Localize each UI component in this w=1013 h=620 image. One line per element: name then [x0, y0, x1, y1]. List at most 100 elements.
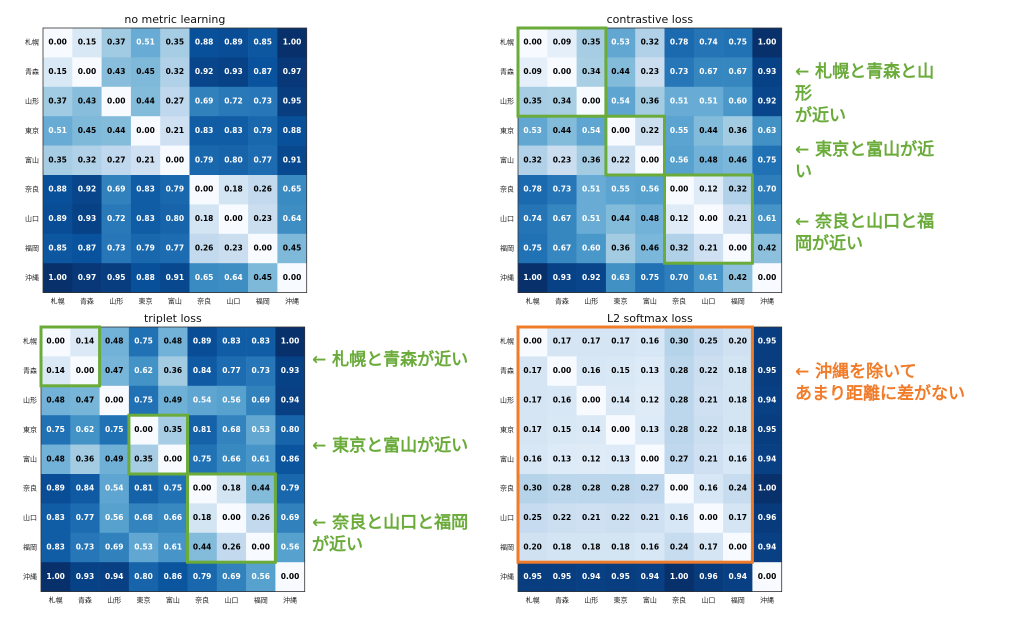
heatmap-cell — [130, 204, 161, 235]
heatmap-cell — [218, 116, 249, 146]
heatmap-cell — [635, 57, 665, 88]
heatmap-cell — [189, 175, 220, 205]
cell-label: 0.94 — [641, 572, 660, 581]
cell-label: 0.53 — [134, 543, 153, 552]
heatmap-cell — [547, 116, 577, 146]
heatmap-cell — [635, 204, 665, 235]
cell-label: 0.72 — [107, 214, 126, 223]
cell-label: 0.21 — [728, 214, 747, 223]
y-tick-label: 沖縄 — [23, 572, 37, 581]
heatmap-cell — [635, 233, 665, 264]
heatmap-cell — [693, 415, 724, 445]
cell-label: 0.44 — [611, 67, 630, 76]
heatmap-cell — [128, 503, 159, 534]
x-tick-label: 札幌 — [526, 596, 540, 605]
heatmap-cell — [72, 204, 102, 235]
x-tick-label: 山形 — [584, 596, 598, 605]
annotation: ← 東京と富山が近い — [312, 435, 468, 456]
heatmap-cell — [216, 503, 247, 534]
cell-label: 0.00 — [222, 513, 241, 522]
cell-label: 0.65 — [283, 185, 302, 194]
cell-label: 0.45 — [283, 244, 302, 253]
heatmap-cell — [547, 86, 577, 117]
heatmap-cell — [693, 503, 724, 534]
heatmap-cell — [605, 356, 636, 387]
x-tick-label: 青森 — [555, 297, 569, 306]
heatmap-cell — [664, 233, 695, 264]
heatmap-cell — [216, 532, 247, 563]
cell-label: 0.83 — [46, 513, 65, 522]
heatmap-cell — [693, 532, 724, 563]
cell-label: 0.93 — [78, 214, 97, 223]
heatmap-cell — [723, 233, 753, 264]
heatmap-cell — [130, 28, 161, 58]
cell-label: 0.54 — [611, 97, 630, 106]
x-tick-label: 富山 — [168, 297, 182, 306]
cell-label: 1.00 — [523, 273, 542, 282]
cell-label: 0.18 — [728, 425, 747, 434]
annotation: 形 — [795, 83, 812, 104]
cell-label: 0.55 — [611, 185, 630, 194]
cell-label: 0.45 — [136, 67, 155, 76]
cell-label: 0.12 — [641, 396, 660, 405]
heatmap-cell — [605, 263, 636, 293]
chart-title: no metric learning — [124, 13, 225, 26]
heatmap-cell — [43, 233, 73, 264]
heatmap-cell — [158, 444, 188, 475]
x-tick-label: 札幌 — [51, 297, 65, 306]
cell-label: 0.84 — [76, 484, 95, 493]
cell-label: 0.42 — [728, 273, 747, 282]
heatmap-cell — [158, 562, 188, 592]
heatmap-cell — [248, 175, 278, 205]
x-tick-label: 富山 — [166, 596, 180, 605]
cell-label: 0.36 — [76, 454, 95, 463]
cell-label: 0.32 — [166, 67, 185, 76]
heatmap-cell — [576, 145, 607, 176]
heatmap-cell — [635, 415, 665, 445]
heatmap-cell — [130, 86, 161, 117]
x-tick-label: 青森 — [78, 596, 92, 605]
heatmap-cell — [275, 444, 305, 475]
heatmap-cell — [752, 503, 782, 534]
cell-label: 0.69 — [195, 97, 214, 106]
y-tick-label: 福岡 — [500, 543, 514, 552]
cell-label: 0.16 — [582, 366, 601, 375]
heatmap-cell — [664, 57, 695, 88]
cell-label: 0.35 — [134, 454, 153, 463]
heatmap-cell — [128, 474, 159, 504]
cell-label: 0.26 — [253, 185, 272, 194]
cell-label: 0.13 — [641, 425, 660, 434]
heatmap-cell — [99, 415, 130, 445]
cell-label: 0.56 — [670, 155, 689, 164]
heatmap-cell — [664, 327, 695, 357]
cell-label: 0.89 — [46, 484, 65, 493]
heatmap-cell — [693, 356, 724, 387]
heatmap-cell — [635, 327, 665, 357]
heatmap-cell — [158, 503, 188, 534]
y-tick-label: 札幌 — [25, 38, 39, 47]
heatmap-cell — [664, 503, 695, 534]
heatmap-cell — [752, 385, 782, 416]
heatmap-cell — [518, 86, 548, 117]
cell-label: 0.67 — [553, 214, 572, 223]
annotation: ← 札幌と青森が近い — [312, 349, 468, 370]
cell-label: 0.95 — [758, 425, 777, 434]
heatmap-cell — [43, 263, 73, 293]
heatmap-cell — [99, 474, 130, 504]
cell-label: 0.22 — [699, 366, 718, 375]
cell-label: 0.00 — [728, 244, 747, 253]
cell-label: 0.95 — [523, 572, 542, 581]
cell-label: 0.18 — [553, 543, 572, 552]
cell-label: 0.78 — [523, 185, 542, 194]
cell-label: 0.37 — [107, 38, 126, 47]
y-tick-label: 福岡 — [23, 543, 37, 552]
cell-label: 0.32 — [641, 38, 660, 47]
cell-label: 0.34 — [582, 67, 601, 76]
heatmap-cell — [635, 86, 665, 117]
heatmap-cell — [187, 444, 218, 475]
cell-label: 0.00 — [164, 454, 183, 463]
cell-label: 0.21 — [136, 155, 155, 164]
cell-label: 0.16 — [728, 454, 747, 463]
cell-label: 0.69 — [107, 185, 126, 194]
cell-label: 0.36 — [582, 155, 601, 164]
